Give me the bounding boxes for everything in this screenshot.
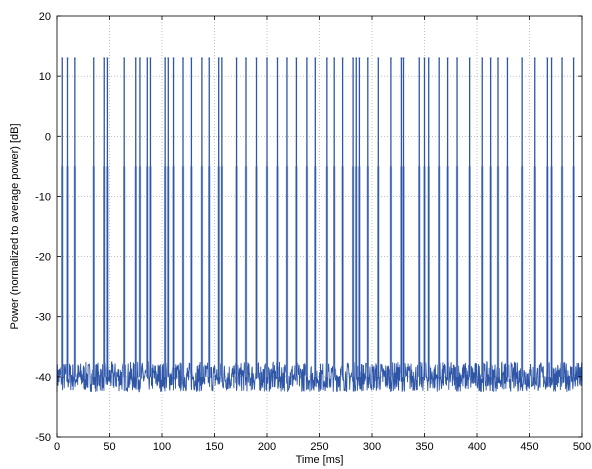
x-tick-label: 0: [54, 441, 60, 453]
x-tick-label: 100: [153, 441, 171, 453]
x-tick-label: 250: [310, 441, 328, 453]
x-tick-label: 150: [205, 441, 223, 453]
y-tick-label: 20: [39, 11, 51, 23]
x-tick-label: 450: [520, 441, 538, 453]
x-tick-label: 200: [258, 441, 276, 453]
axis-ticks: 0 50 100 150 200 250 300 350 400 450 500-50-40-30-…: [35, 11, 591, 453]
x-tick-label: 400: [468, 441, 486, 453]
y-tick-label: -30: [35, 312, 51, 324]
y-tick-label: 0: [45, 131, 51, 143]
x-tick-label: 50: [103, 441, 115, 453]
x-tick-label: 350: [415, 441, 433, 453]
y-axis-label: Power (normalized to average power) [dB]: [9, 123, 21, 329]
noise-floor-trace: [56, 361, 583, 393]
plot-area: [56, 57, 583, 393]
x-tick-label: 300: [363, 441, 381, 453]
y-tick-label: -20: [35, 252, 51, 264]
y-tick-label: -50: [35, 432, 51, 444]
y-tick-label: 10: [39, 71, 51, 83]
y-tick-label: -40: [35, 372, 51, 384]
y-tick-label: -10: [35, 191, 51, 203]
x-tick-label: 500: [573, 441, 591, 453]
x-axis-label: Time [ms]: [296, 454, 344, 466]
